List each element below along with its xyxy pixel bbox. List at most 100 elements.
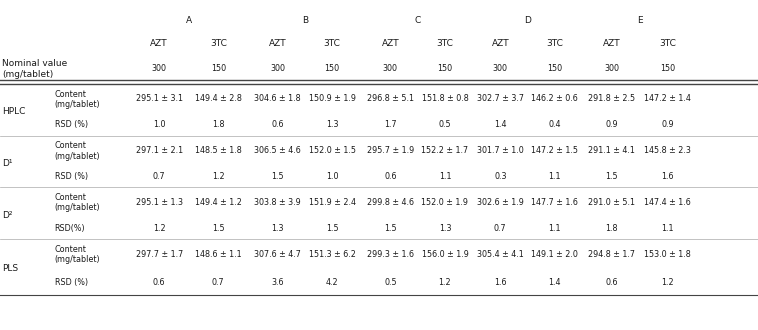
Text: 3TC: 3TC [659,39,676,48]
Text: 1.4: 1.4 [494,120,506,129]
Text: RSD(%): RSD(%) [55,224,85,233]
Text: 299.3 ± 1.6: 299.3 ± 1.6 [367,249,414,259]
Text: AZT: AZT [381,39,399,48]
Text: 145.8 ± 2.3: 145.8 ± 2.3 [644,146,691,155]
Text: 1.6: 1.6 [662,172,674,181]
Text: 1.1: 1.1 [439,172,451,181]
Text: D²: D² [2,211,13,220]
Text: 0.9: 0.9 [606,120,618,129]
Text: 1.2: 1.2 [153,224,165,233]
Text: 146.2 ± 0.6: 146.2 ± 0.6 [531,94,578,103]
Text: 0.7: 0.7 [212,278,224,287]
Text: 150.9 ± 1.9: 150.9 ± 1.9 [309,94,356,103]
Text: 306.5 ± 4.6: 306.5 ± 4.6 [254,146,301,155]
Text: D¹: D¹ [2,159,13,168]
Text: 0.6: 0.6 [384,172,396,181]
Text: 3TC: 3TC [437,39,453,48]
Text: 148.5 ± 1.8: 148.5 ± 1.8 [195,146,242,155]
Text: 1.8: 1.8 [212,120,224,129]
Text: 1.3: 1.3 [271,224,283,233]
Text: 3TC: 3TC [547,39,563,48]
Text: 150: 150 [660,64,675,74]
Text: A: A [186,16,192,25]
Text: (mg/tablet): (mg/tablet) [55,203,100,213]
Text: AZT: AZT [268,39,287,48]
Text: 291.1 ± 4.1: 291.1 ± 4.1 [588,146,635,155]
Text: (mg/tablet): (mg/tablet) [55,151,100,161]
Text: 295.7 ± 1.9: 295.7 ± 1.9 [367,146,414,155]
Text: 151.8 ± 0.8: 151.8 ± 0.8 [421,94,468,103]
Text: 3TC: 3TC [210,39,227,48]
Text: (mg/tablet): (mg/tablet) [55,255,100,264]
Text: 295.1 ± 1.3: 295.1 ± 1.3 [136,198,183,207]
Text: 303.8 ± 3.9: 303.8 ± 3.9 [254,198,301,207]
Text: 148.6 ± 1.1: 148.6 ± 1.1 [195,249,242,259]
Text: 294.8 ± 1.7: 294.8 ± 1.7 [588,249,635,259]
Text: 147.7 ± 1.6: 147.7 ± 1.6 [531,198,578,207]
Text: 1.3: 1.3 [326,120,338,129]
Text: 1.5: 1.5 [212,224,224,233]
Text: 1.2: 1.2 [439,278,451,287]
Text: 3TC: 3TC [324,39,340,48]
Text: Nominal value: Nominal value [2,59,67,68]
Text: 4.2: 4.2 [326,278,338,287]
Text: (mg/tablet): (mg/tablet) [2,70,54,80]
Text: PLS: PLS [2,264,18,273]
Text: 302.6 ± 1.9: 302.6 ± 1.9 [477,198,524,207]
Text: 149.1 ± 2.0: 149.1 ± 2.0 [531,249,578,259]
Text: 151.9 ± 2.4: 151.9 ± 2.4 [309,198,356,207]
Text: 1.1: 1.1 [549,224,561,233]
Text: 156.0 ± 1.9: 156.0 ± 1.9 [421,249,468,259]
Text: 1.7: 1.7 [384,120,396,129]
Text: 152.2 ± 1.7: 152.2 ± 1.7 [421,146,468,155]
Text: 153.0 ± 1.8: 153.0 ± 1.8 [644,249,691,259]
Text: 0.7: 0.7 [494,224,506,233]
Text: 300: 300 [383,64,398,74]
Text: 300: 300 [493,64,508,74]
Text: 1.1: 1.1 [662,224,674,233]
Text: Content: Content [55,193,86,202]
Text: D: D [524,16,531,25]
Text: 0.6: 0.6 [606,278,618,287]
Text: 1.2: 1.2 [212,172,224,181]
Text: 304.6 ± 1.8: 304.6 ± 1.8 [254,94,301,103]
Text: Content: Content [55,141,86,150]
Text: 150: 150 [324,64,340,74]
Text: 299.8 ± 4.6: 299.8 ± 4.6 [367,198,414,207]
Text: 1.4: 1.4 [549,278,561,287]
Text: AZT: AZT [491,39,509,48]
Text: 147.4 ± 1.6: 147.4 ± 1.6 [644,198,691,207]
Text: RSD (%): RSD (%) [55,172,88,181]
Text: 150: 150 [437,64,453,74]
Text: 300: 300 [270,64,285,74]
Text: 1.3: 1.3 [439,224,451,233]
Text: 301.7 ± 1.0: 301.7 ± 1.0 [477,146,524,155]
Text: 1.5: 1.5 [606,172,618,181]
Text: Content: Content [55,245,86,254]
Text: 150: 150 [547,64,562,74]
Text: 0.3: 0.3 [494,172,506,181]
Text: 151.3 ± 6.2: 151.3 ± 6.2 [309,249,356,259]
Text: 1.2: 1.2 [662,278,674,287]
Text: 300: 300 [604,64,619,74]
Text: 300: 300 [152,64,167,74]
Text: 150: 150 [211,64,226,74]
Text: AZT: AZT [150,39,168,48]
Text: 147.2 ± 1.5: 147.2 ± 1.5 [531,146,578,155]
Text: 0.5: 0.5 [439,120,451,129]
Text: 307.6 ± 4.7: 307.6 ± 4.7 [254,249,301,259]
Text: (mg/tablet): (mg/tablet) [55,100,100,109]
Text: 1.6: 1.6 [494,278,506,287]
Text: 0.6: 0.6 [153,278,165,287]
Text: 149.4 ± 2.8: 149.4 ± 2.8 [195,94,242,103]
Text: 1.8: 1.8 [606,224,618,233]
Text: 0.7: 0.7 [153,172,165,181]
Text: 152.0 ± 1.5: 152.0 ± 1.5 [309,146,356,155]
Text: 297.7 ± 1.7: 297.7 ± 1.7 [136,249,183,259]
Text: HPLC: HPLC [2,107,26,116]
Text: AZT: AZT [603,39,621,48]
Text: 1.1: 1.1 [549,172,561,181]
Text: C: C [415,16,421,25]
Text: 302.7 ± 3.7: 302.7 ± 3.7 [477,94,524,103]
Text: 1.5: 1.5 [384,224,396,233]
